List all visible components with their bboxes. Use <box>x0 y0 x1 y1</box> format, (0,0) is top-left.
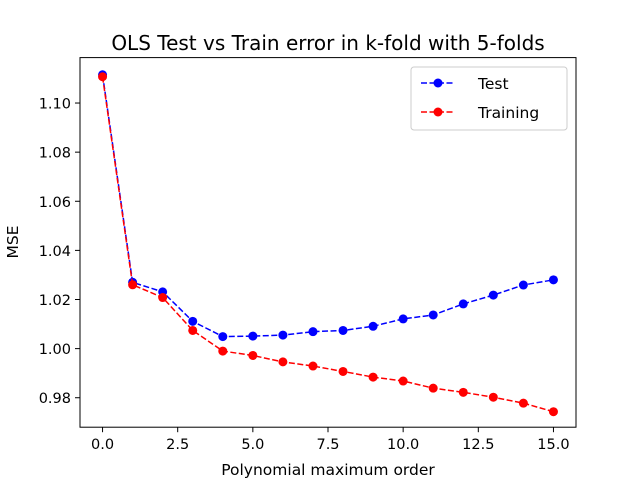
y-tick-label: 1.00 <box>39 342 71 358</box>
x-tick-label: 12.5 <box>462 437 494 453</box>
data-point-training <box>488 392 498 402</box>
legend-marker-training <box>433 107 443 117</box>
legend-item-training: Training <box>421 104 539 122</box>
legend-label-training: Training <box>477 104 539 122</box>
data-point-test <box>278 330 288 340</box>
x-tick-label: 7.5 <box>316 437 339 453</box>
data-point-test <box>188 316 198 326</box>
x-tick-label: 2.5 <box>166 437 189 453</box>
data-point-test <box>248 331 258 341</box>
data-point-test <box>398 314 408 324</box>
x-tick-label: 0.0 <box>91 437 114 453</box>
data-point-training <box>248 350 258 360</box>
data-point-training <box>218 346 228 356</box>
legend-item-test: Test <box>421 75 509 93</box>
data-point-training <box>338 366 348 376</box>
y-tick-label: 1.08 <box>39 146 71 162</box>
legend: Test Training <box>410 66 568 131</box>
x-tick-label: 10.0 <box>387 437 419 453</box>
data-point-training <box>158 293 168 303</box>
data-point-training <box>128 280 138 290</box>
y-tick-label: 1.04 <box>39 244 71 260</box>
data-point-test <box>548 275 558 285</box>
data-point-training <box>278 357 288 367</box>
data-point-test <box>308 327 318 337</box>
y-tick-label: 1.02 <box>39 293 71 309</box>
data-point-training <box>188 325 198 335</box>
legend-label-test: Test <box>477 75 509 93</box>
y-tick-label: 0.98 <box>39 391 71 407</box>
data-point-training <box>308 361 318 371</box>
data-point-training <box>368 372 378 382</box>
data-point-test <box>338 325 348 335</box>
series-line-training <box>101 76 554 413</box>
data-point-test <box>458 299 468 309</box>
data-point-training <box>98 72 108 82</box>
axis-ticks: 0.0 2.5 5.0 7.5 10.0 12.5 15.0 0.98 1.00 1.02 1.04… <box>39 97 570 454</box>
legend-marker-test <box>433 78 443 88</box>
series-line-test <box>101 74 554 338</box>
y-tick-label: 1.10 <box>39 97 71 113</box>
data-point-training <box>428 383 438 393</box>
y-axis-label: MSE <box>4 225 22 258</box>
axes-frame <box>79 57 577 428</box>
data-point-training <box>458 387 468 397</box>
data-point-test <box>218 332 228 342</box>
plot-area <box>98 70 558 417</box>
x-tick-label: 15.0 <box>537 437 569 453</box>
x-tick-label: 5.0 <box>241 437 264 453</box>
data-point-test <box>368 321 378 331</box>
chart-title: OLS Test vs Train error in k-fold with 5… <box>111 31 544 55</box>
data-point-training <box>398 376 408 386</box>
data-point-training <box>518 398 528 408</box>
data-point-test <box>518 280 528 290</box>
x-axis-label: Polynomial maximum order <box>221 461 435 479</box>
data-point-test <box>428 310 438 320</box>
data-point-training <box>548 407 558 417</box>
y-tick-label: 1.06 <box>39 195 71 211</box>
data-point-test <box>488 290 498 300</box>
